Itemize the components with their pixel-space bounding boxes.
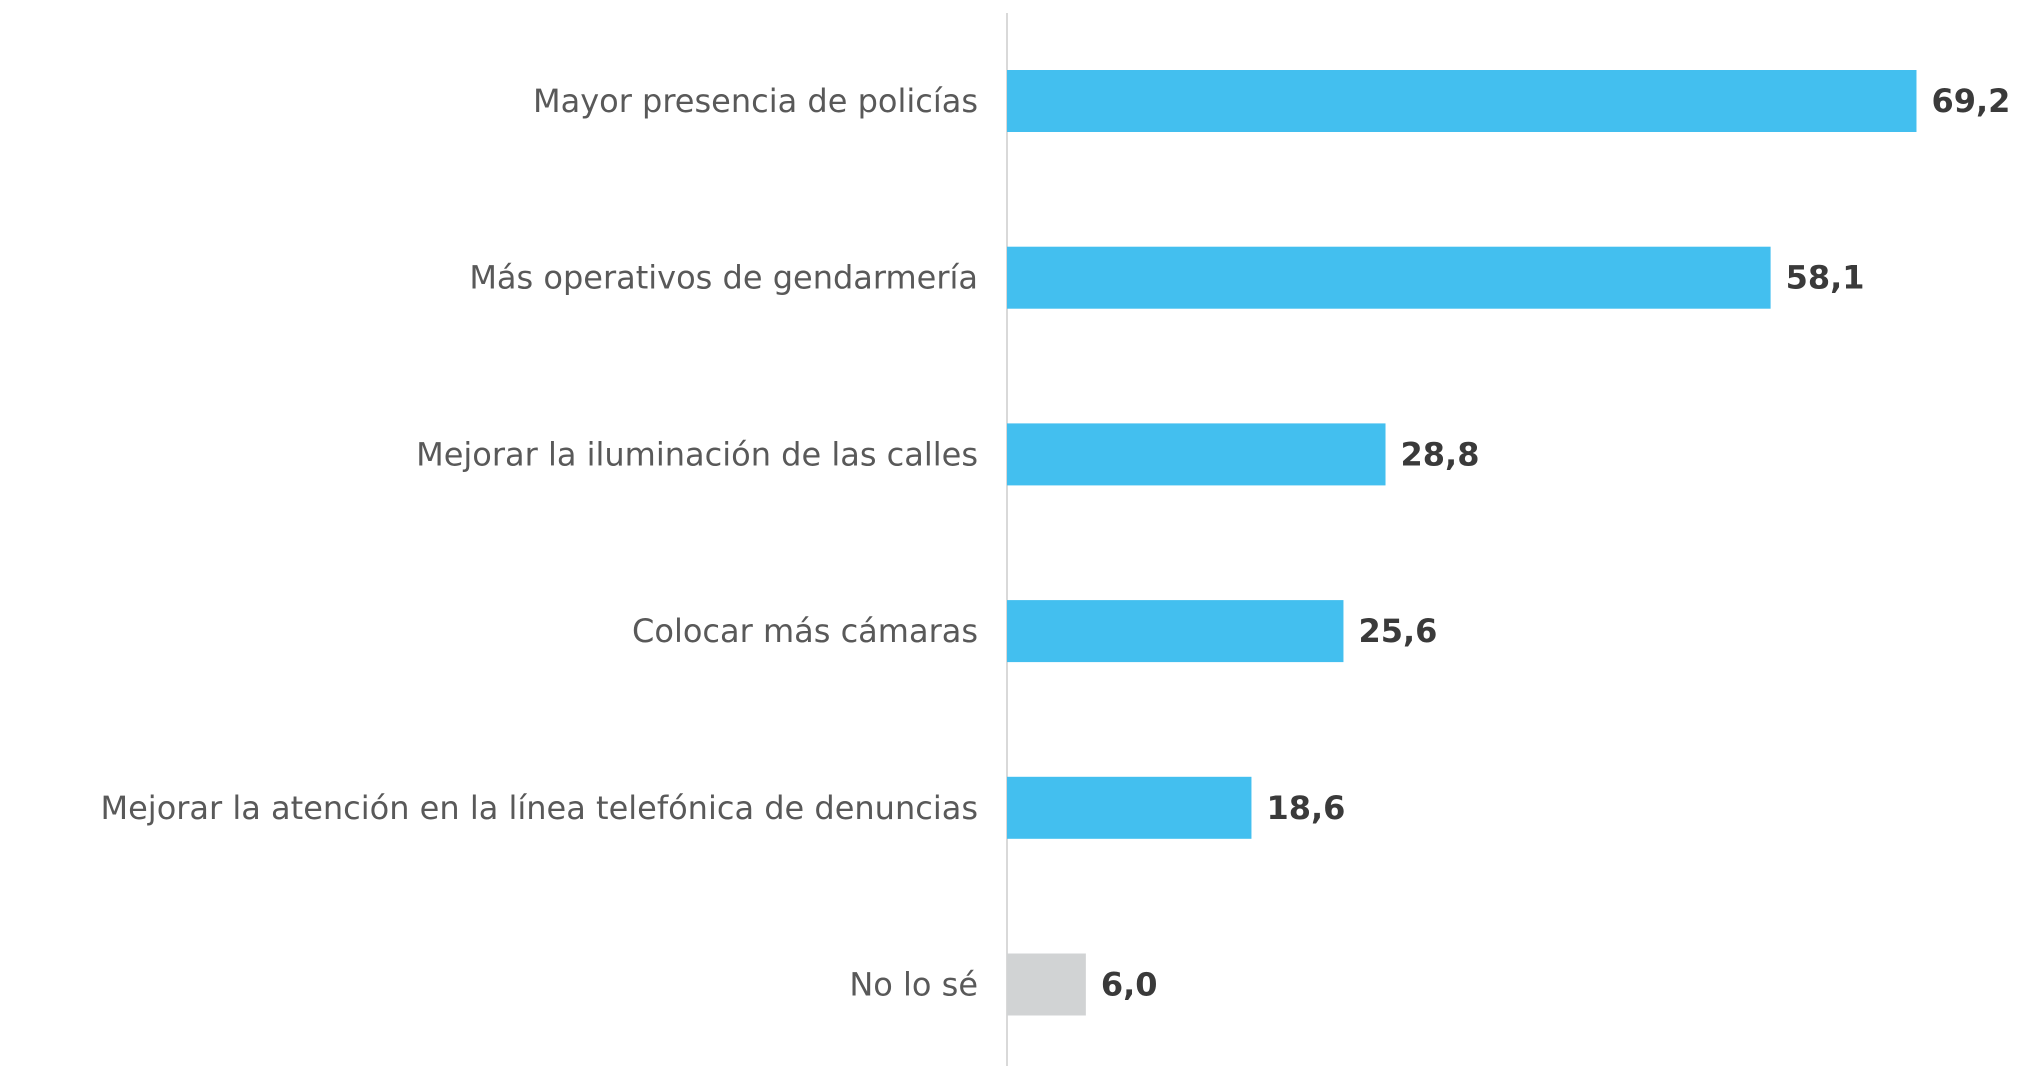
category-label: No lo sé xyxy=(849,966,978,1004)
bar xyxy=(1007,70,1917,132)
category-label: Mejorar la atención en la línea telefóni… xyxy=(101,789,979,827)
value-label: 6,0 xyxy=(1101,966,1158,1004)
bar xyxy=(1007,776,1252,839)
value-label: 18,6 xyxy=(1266,789,1345,827)
bar xyxy=(1007,953,1086,1016)
category-label: Más operativos de gendarmería xyxy=(469,259,978,297)
value-label: 25,6 xyxy=(1358,612,1437,650)
category-label: Mayor presencia de policías xyxy=(533,82,978,120)
value-label: 28,8 xyxy=(1401,435,1480,473)
bar xyxy=(1007,600,1344,663)
category-label: Mejorar la iluminación de las calles xyxy=(416,435,978,473)
bar xyxy=(1007,246,1771,309)
bar xyxy=(1007,423,1386,486)
category-label: Colocar más cámaras xyxy=(632,612,978,650)
value-label: 69,2 xyxy=(1931,82,2010,120)
value-label: 58,1 xyxy=(1786,259,1865,297)
